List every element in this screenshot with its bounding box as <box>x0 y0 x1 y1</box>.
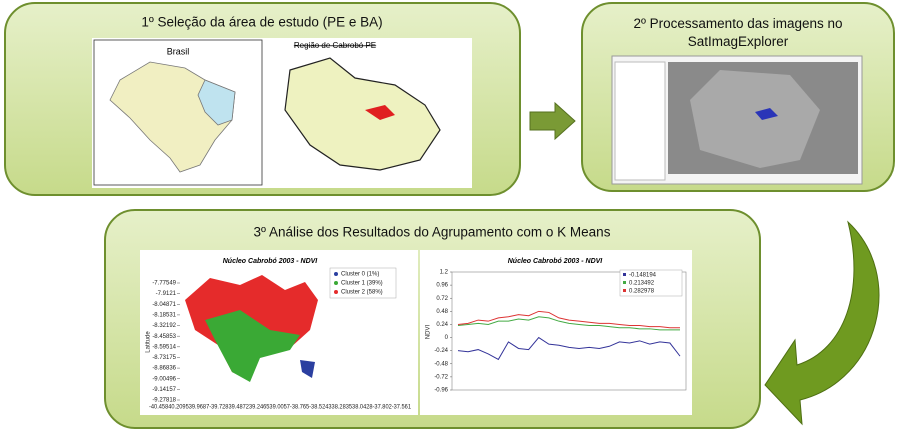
y-tick-label: 1.2 <box>440 270 449 276</box>
y-tick-label: 0.96 <box>436 283 448 289</box>
y-tick-label: -0.72 <box>434 374 448 380</box>
y-tick-label: -0.96 <box>434 388 448 394</box>
y-tick-label: -0.48 <box>434 361 448 367</box>
cluster-area <box>300 360 315 378</box>
map <box>284 57 441 171</box>
legend-label: 0.282978 <box>629 289 655 295</box>
legend-swatch <box>623 273 626 276</box>
y-tick-label: -8.32192 <box>152 323 176 329</box>
legend-swatch <box>623 281 626 284</box>
frame <box>93 39 263 186</box>
y-tick-label: -7.9121 <box>156 291 177 297</box>
y-tick-label: 0 <box>445 335 449 341</box>
legend-box <box>619 269 683 297</box>
curved-arrow <box>764 220 880 426</box>
map-highlight <box>365 105 395 120</box>
legend-swatch <box>334 290 338 294</box>
file-list <box>614 61 666 181</box>
y-tick-label: 0.24 <box>436 322 448 328</box>
arrow <box>529 101 576 141</box>
cluster-area <box>205 310 300 382</box>
step-label: 1º Seleção da área de estudo (PE e BA) <box>141 15 382 30</box>
image-title: Brasil <box>167 46 190 56</box>
image-title: Região de Cabrobó PE <box>294 41 376 50</box>
y-tick-label: -8.45853 <box>152 334 176 340</box>
y-tick-label: -8.59514 <box>152 344 176 350</box>
y-tick-label: -0.24 <box>434 348 448 354</box>
x-tick-text: -40.45840.209539.9687-39.72839.487239.24… <box>149 405 412 411</box>
legend-box <box>329 267 397 299</box>
y-tick-label: -9.27818 <box>152 398 176 404</box>
region <box>755 108 778 120</box>
legend-swatch <box>623 289 626 292</box>
y-tick-label: -8.04871 <box>152 302 176 308</box>
y-tick-label: -9.00496 <box>152 376 176 382</box>
legend-swatch <box>334 272 338 276</box>
line <box>457 310 680 329</box>
line <box>457 336 681 361</box>
chart-title: Núcleo Cabrobó 2003 - NDVI <box>223 258 319 265</box>
land <box>690 70 820 168</box>
legend-label: 0.213492 <box>629 281 655 287</box>
axis-label: Latitude <box>146 331 152 353</box>
chart-title: Núcleo Cabrobó 2003 - NDVI <box>508 258 604 265</box>
line <box>457 316 680 331</box>
y-tick-label: -8.86836 <box>152 366 176 372</box>
y-tick-label: -9.14157 <box>152 387 176 393</box>
y-tick-label: 0.72 <box>436 296 448 302</box>
plot-area <box>451 271 687 391</box>
y-tick-label: -8.18531 <box>152 312 176 318</box>
axis-label: NDVI <box>426 325 432 340</box>
step-label: 2º Processamento das imagens no SatImagEx… <box>633 16 842 49</box>
y-tick-label: -8.73175 <box>152 355 176 361</box>
step-label: 3º Análise dos Resultados do Agrupamento… <box>254 225 611 240</box>
legend-label: Cluster 2 (58%) <box>341 290 383 296</box>
legend-label: Cluster 0 (1%) <box>341 272 379 278</box>
legend-label: Cluster 1 (39%) <box>341 281 383 287</box>
map-highlight <box>197 79 236 126</box>
y-tick-label: 0.48 <box>436 309 448 315</box>
legend-swatch <box>334 281 338 285</box>
legend-label: -0.148194 <box>629 273 657 279</box>
y-tick-label: -7.77549 <box>152 281 176 287</box>
